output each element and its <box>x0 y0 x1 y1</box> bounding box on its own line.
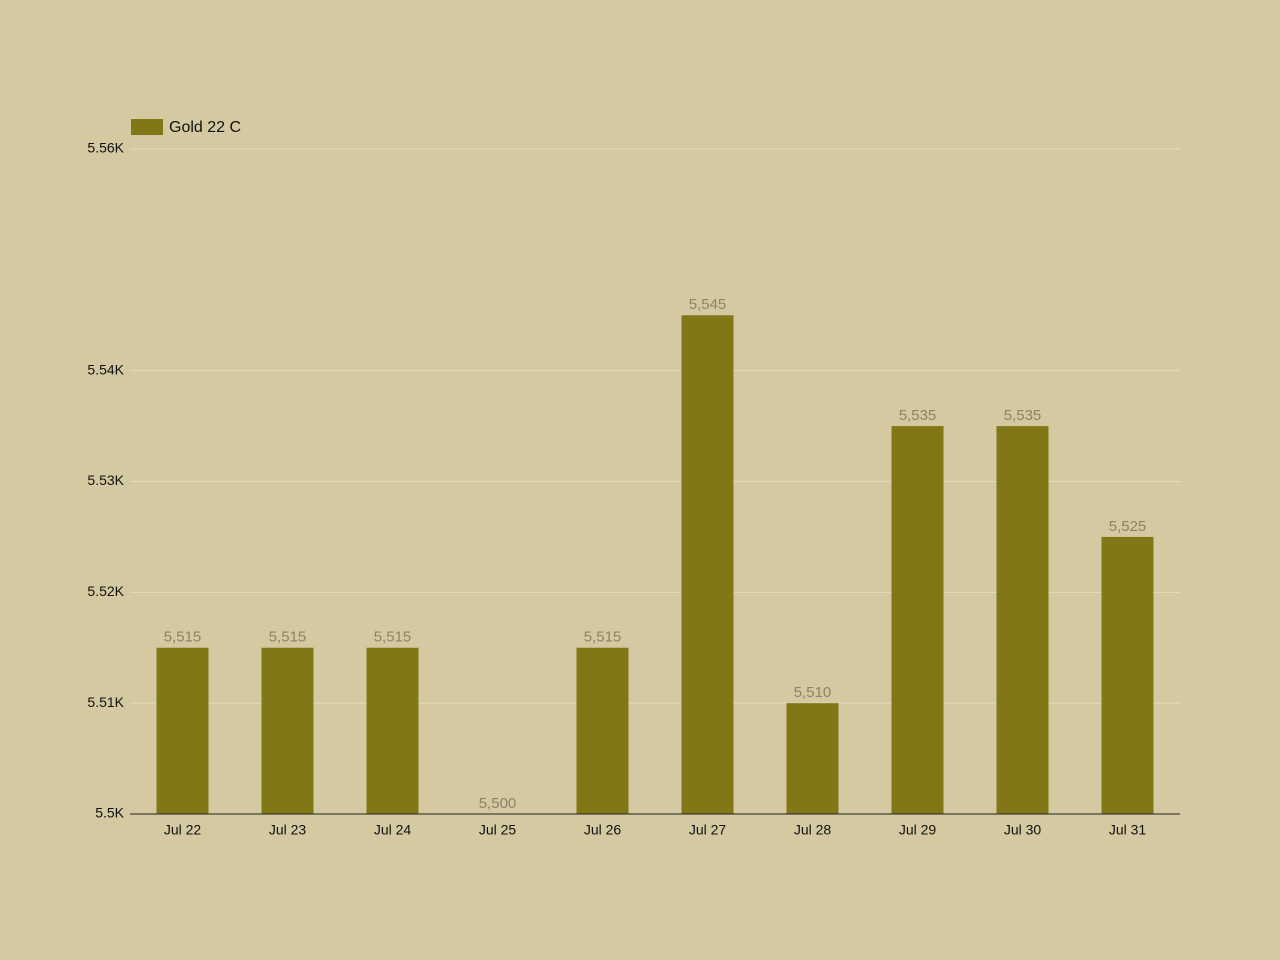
legend-swatch <box>131 119 163 135</box>
value-label: 5,535 <box>1004 407 1042 424</box>
value-label: 5,525 <box>1109 518 1147 535</box>
bar <box>681 315 734 814</box>
x-tick-label: Jul 24 <box>374 822 412 838</box>
value-label: 5,515 <box>374 629 412 646</box>
legend-label: Gold 22 C <box>169 119 241 136</box>
x-tick-label: Jul 29 <box>899 822 937 838</box>
y-tick-label: 5.54K <box>87 361 124 377</box>
x-tick-label: Jul 31 <box>1109 822 1147 838</box>
y-tick-label: 5.51K <box>87 694 124 710</box>
bar <box>891 426 944 814</box>
y-tick-label: 5.52K <box>87 583 124 599</box>
value-label: 5,515 <box>164 629 202 646</box>
value-label: 5,515 <box>269 629 307 646</box>
x-tick-label: Jul 25 <box>479 822 517 838</box>
bar <box>996 426 1049 814</box>
x-tick-label: Jul 27 <box>689 822 727 838</box>
value-label: 5,545 <box>689 296 727 313</box>
y-tick-label: 5.53K <box>87 472 124 488</box>
bar <box>366 647 419 814</box>
x-tick-label: Jul 28 <box>794 822 832 838</box>
x-tick-label: Jul 22 <box>164 822 202 838</box>
bar <box>156 647 209 814</box>
bar <box>261 647 314 814</box>
x-tick-label: Jul 26 <box>584 822 622 838</box>
bar <box>786 703 839 814</box>
y-tick-label: 5.5K <box>95 805 124 821</box>
value-label: 5,510 <box>794 684 832 701</box>
value-label: 5,515 <box>584 629 622 646</box>
y-tick-label: 5.56K <box>87 140 124 156</box>
bar <box>1101 536 1154 814</box>
value-label: 5,535 <box>899 407 937 424</box>
x-tick-label: Jul 23 <box>269 822 307 838</box>
x-tick-label: Jul 30 <box>1004 822 1042 838</box>
value-label: 5,500 <box>479 795 517 812</box>
bar <box>576 647 629 814</box>
